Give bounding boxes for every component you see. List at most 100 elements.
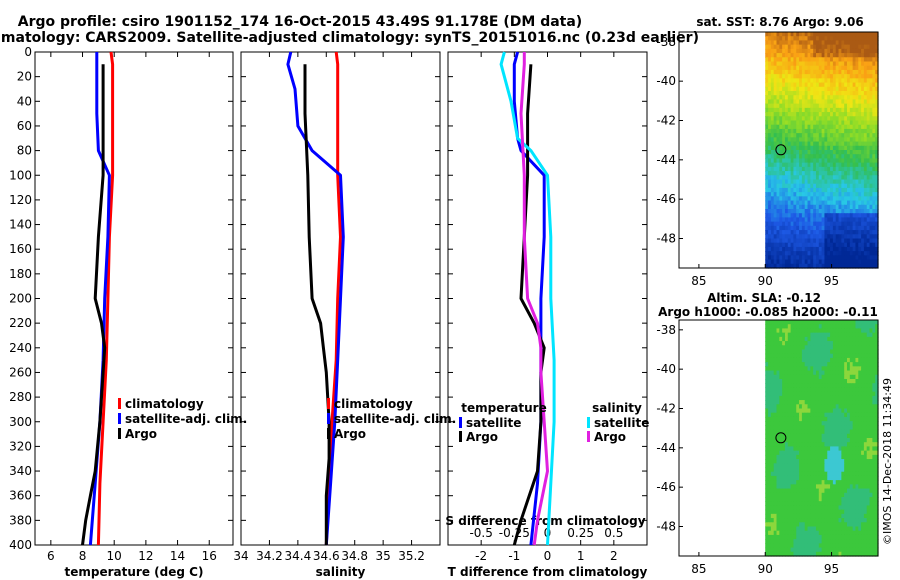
sla_map-cell <box>858 416 862 422</box>
sla_map-cell <box>849 446 854 452</box>
sla_map-cell <box>790 416 795 422</box>
sla_map-cell <box>838 484 842 490</box>
sst_map-cell <box>858 65 862 71</box>
sst_map-cell <box>790 221 795 227</box>
sst_map-cell <box>765 124 769 130</box>
sla_map-cell <box>824 497 828 502</box>
sst_map-cell <box>861 150 865 155</box>
sst_map-cell <box>855 154 859 160</box>
sla_map-cell <box>779 501 783 507</box>
sst_map-cell <box>813 150 817 155</box>
sst_map-cell <box>799 162 803 168</box>
sst_map-cell <box>790 166 795 172</box>
sst_map-cell <box>815 69 820 75</box>
sla_map-cell <box>779 391 783 397</box>
sla_map-cell <box>779 526 783 532</box>
sla_map-cell <box>779 387 783 393</box>
sst_map-cell <box>818 141 823 147</box>
sst_map-cell <box>818 187 823 193</box>
sla_map-cell <box>815 518 820 523</box>
sst_map-cell <box>844 263 848 269</box>
sst_map-cell <box>787 213 792 219</box>
sst_map-cell <box>779 251 783 256</box>
sst_map-cell <box>872 95 876 101</box>
sst_map-cell <box>782 213 786 219</box>
sla_map-cell <box>846 336 851 342</box>
sla_map-cell <box>824 357 828 363</box>
sst_map-cell <box>784 162 789 168</box>
sla_map-cell <box>875 530 879 536</box>
sla_map-cell <box>782 404 786 410</box>
sst_map-cell <box>821 133 826 138</box>
sla_map-cell <box>765 433 769 439</box>
sst_map-cell <box>827 124 831 130</box>
sla_map-cell <box>852 522 857 528</box>
sla_map-cell <box>793 332 797 338</box>
sst_map-cell <box>838 95 842 101</box>
sla_map-cell <box>858 353 862 359</box>
sla_map-cell <box>796 404 800 410</box>
sla_map-cell <box>830 463 834 469</box>
sla_map-cell <box>821 412 826 418</box>
sla_map-cell <box>824 353 828 359</box>
sla_map-cell <box>872 526 876 532</box>
sla_map-cell <box>866 324 871 330</box>
sst_map-cell <box>863 65 868 71</box>
sla_map-cell <box>770 475 775 481</box>
sst_map-cell <box>827 141 831 147</box>
sla_map-cell <box>861 480 865 485</box>
sst_map-cell <box>807 221 811 227</box>
sst_map-cell <box>776 99 780 105</box>
sla_map-cell <box>804 336 809 342</box>
sst_map-cell <box>855 259 859 265</box>
sst_map-cell <box>782 69 786 75</box>
sla_map-cell <box>830 471 834 477</box>
sst_map-cell <box>861 99 865 105</box>
sst_map-cell <box>866 246 871 252</box>
sst_map-cell <box>835 48 840 54</box>
sla_map-cell <box>765 332 769 338</box>
sst_map-cell <box>866 225 871 231</box>
sla_map-cell <box>782 488 786 494</box>
sla_map-cell <box>804 421 809 426</box>
sst_map-cell <box>779 57 783 63</box>
sla_map-cell <box>782 513 786 519</box>
sla_map-cell <box>804 467 809 473</box>
sst_map-cell <box>818 48 823 54</box>
sst_map-cell <box>866 48 871 54</box>
sla_map-cell <box>855 505 859 511</box>
sla_map-cell <box>866 349 871 355</box>
sla_map-cell <box>849 391 854 397</box>
sla_map-cell <box>827 480 831 485</box>
sst_map-cell <box>810 120 814 126</box>
sla_map-cell <box>849 433 854 439</box>
sst_map-cell <box>858 40 862 46</box>
sst_map-cell <box>793 74 797 79</box>
sla_map-cell <box>872 370 876 376</box>
sla_map-cell <box>773 450 778 456</box>
sst_map-cell <box>801 251 806 256</box>
sst_map-cell <box>863 95 868 101</box>
sla_map-cell <box>813 404 817 410</box>
sla_map-cell <box>776 379 780 384</box>
sst_map-cell <box>765 69 769 75</box>
sst_map-cell <box>787 103 792 109</box>
sla_map-cell <box>804 530 809 536</box>
salinity-legend-swatch <box>327 398 330 409</box>
sla_map-cell <box>852 454 857 460</box>
sla_map-cell <box>779 459 783 464</box>
sst_map-cell <box>863 200 868 206</box>
sst_map-cell <box>779 137 783 143</box>
sla_map-cell <box>824 446 828 452</box>
sla_map-cell <box>804 408 809 414</box>
sla_map-cell <box>813 454 817 460</box>
sla_map-cell <box>782 467 786 473</box>
sla_map-cell <box>846 357 851 363</box>
sst_map-cell <box>855 141 859 147</box>
sla_map-cell <box>835 353 840 359</box>
sla_map-cell <box>782 366 786 372</box>
sst_map-cell <box>782 133 786 138</box>
sst_map-cell <box>793 209 797 214</box>
sla_map-cell <box>804 341 809 346</box>
